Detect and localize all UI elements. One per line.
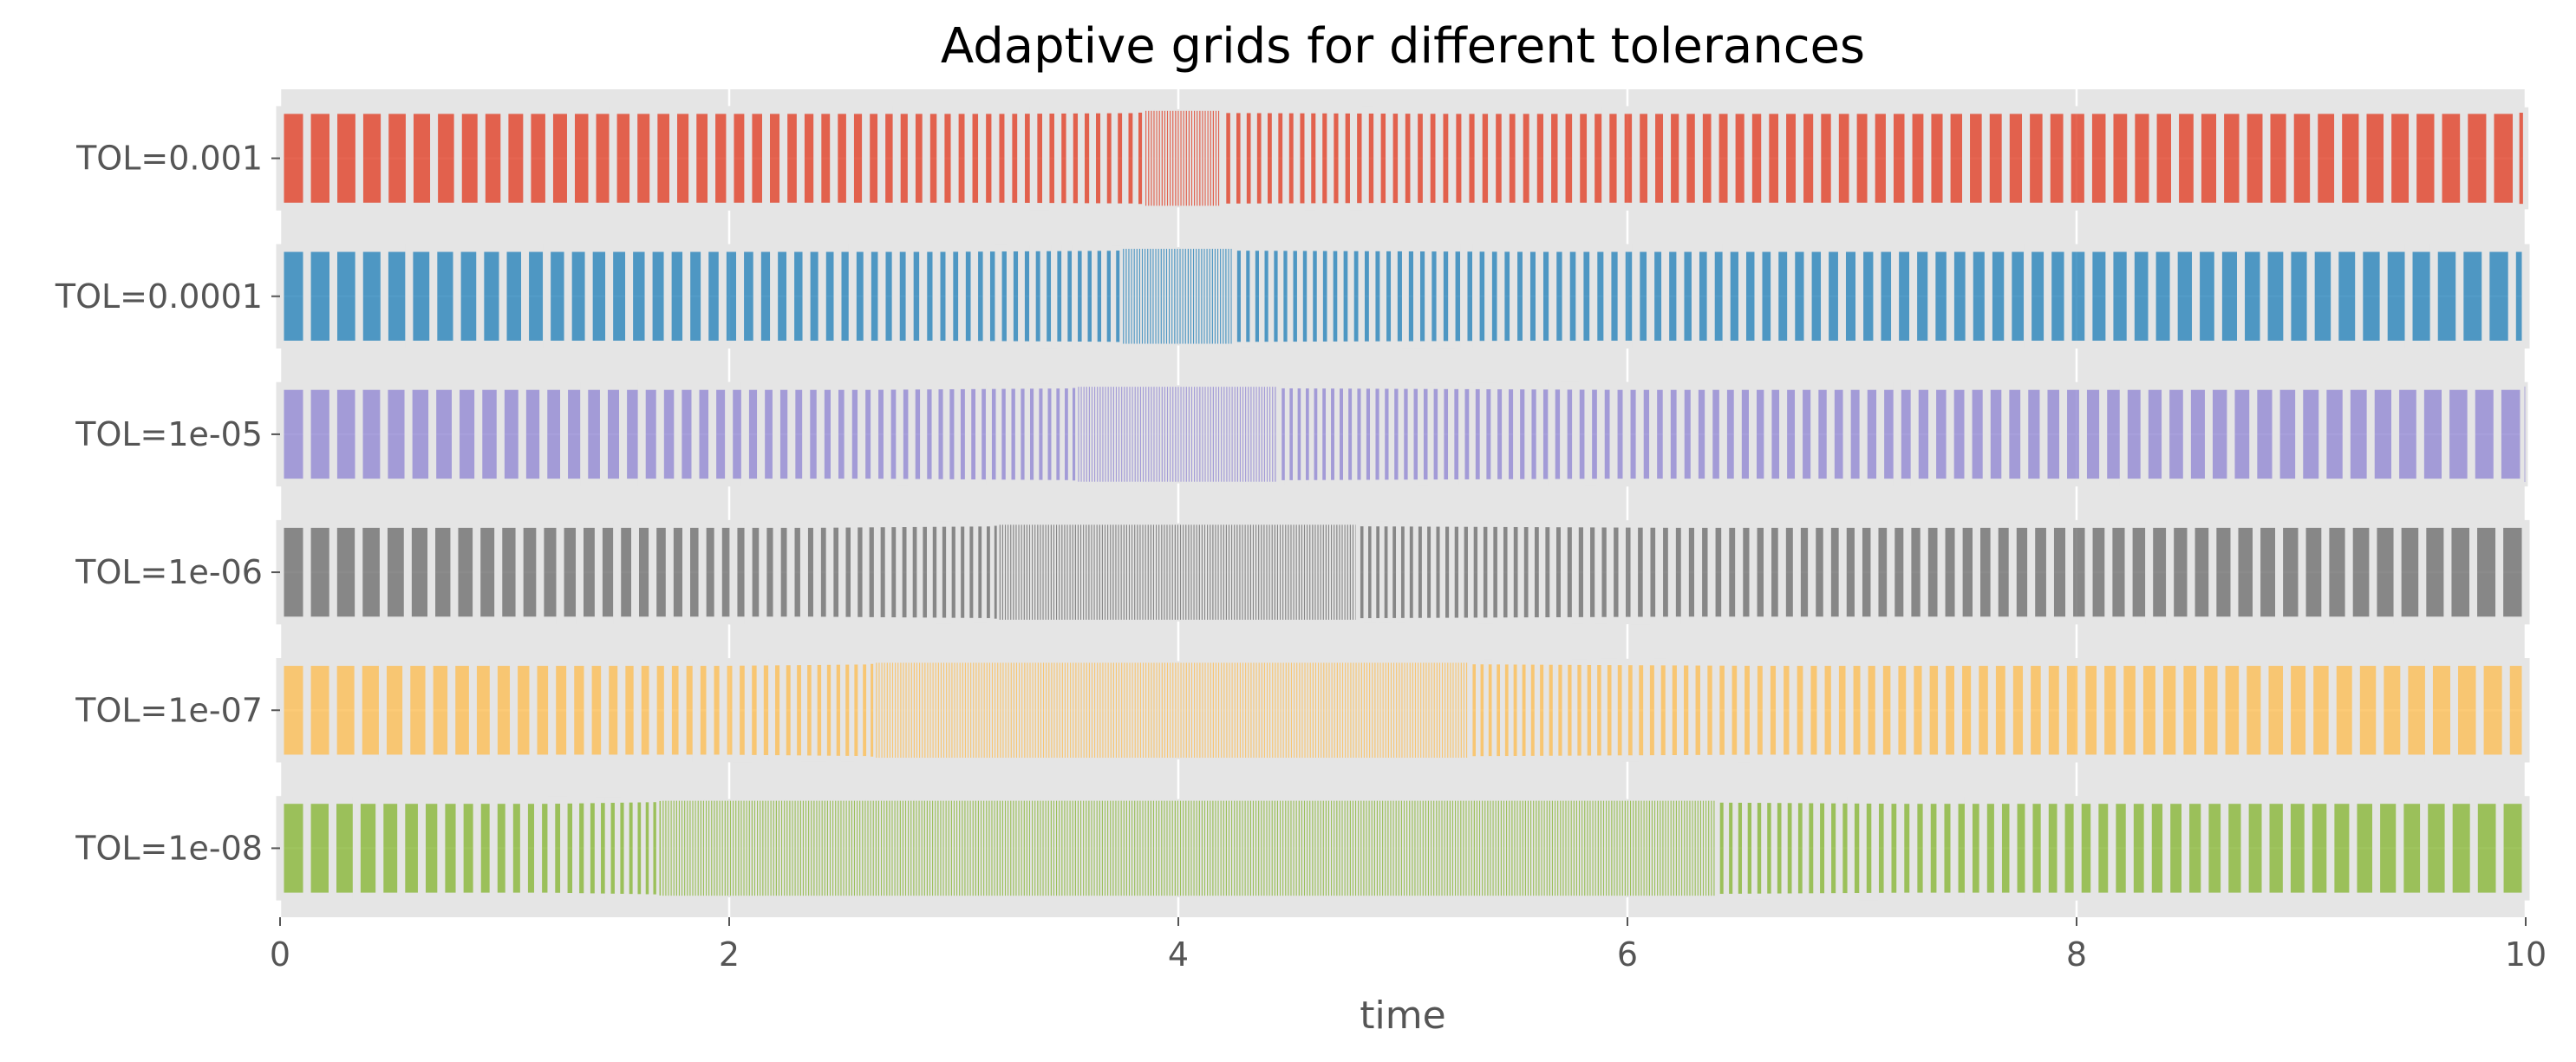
y-tick-label: TOL=1e-07 (75, 691, 263, 729)
tick-marks (271, 157, 2527, 926)
series-1 (276, 658, 2530, 763)
grid-cell-bar (303, 244, 337, 349)
grid-cell-bar (2455, 244, 2490, 349)
grid-cell-bar (354, 658, 387, 763)
y-tick-labels: TOL=1e-08 TOL=1e-07 TOL=1e-06 TOL=1e-05 TOL=… (55, 140, 263, 868)
grid-cell-bar (2486, 106, 2521, 211)
grid-cell-bar (2416, 381, 2450, 487)
x-tick-label: 10 (2505, 935, 2547, 974)
grid-cell-bar (2495, 796, 2530, 901)
y-tick-label: TOL=0.001 (75, 140, 263, 178)
y-tick-label: TOL=1e-06 (75, 553, 263, 591)
grid-cell-bar (276, 796, 311, 901)
grid-cell-bar (1111, 245, 1125, 348)
grid-cell-bar (2442, 381, 2475, 487)
grid-cell-bar (276, 244, 311, 349)
grid-cell-bar (276, 381, 311, 487)
grid-cell-bar (2393, 519, 2427, 625)
grid-cell-bar (2331, 244, 2364, 349)
grid-cell-bar (2508, 244, 2530, 349)
x-tick-label: 8 (2066, 935, 2087, 974)
x-tick-labels: 0 2 4 6 8 10 (270, 935, 2547, 974)
grid-cell-bar (2467, 381, 2501, 487)
grid-cell-bar (2321, 519, 2353, 625)
grid-cell-bar (303, 519, 337, 625)
grid-cell-bar (2450, 658, 2484, 763)
grid-cell-bar (2328, 658, 2360, 763)
x-tick-label: 6 (1617, 935, 1638, 974)
grid-cell-bar (2460, 106, 2494, 211)
grid-cell-bar (276, 658, 311, 763)
grid-cell-bar (276, 106, 311, 211)
series-2 (276, 519, 2530, 625)
grid-cell-bar (2379, 244, 2413, 349)
grid-cell-bar (329, 658, 362, 763)
series-3 (276, 381, 2528, 487)
grid-cell-bar (2372, 796, 2404, 901)
grid-cell-bar (303, 381, 337, 487)
grid-cell-bar (303, 658, 337, 763)
y-tick-label: TOL=1e-08 (75, 829, 263, 867)
grid-cell-bar (2495, 519, 2530, 625)
grid-cell-bar (2475, 658, 2510, 763)
grid-cell-bar (1132, 107, 1148, 210)
grid-cell-bar (2444, 796, 2478, 901)
grid-cell-bar (2501, 658, 2530, 763)
grid-cell-bar (2283, 244, 2315, 349)
grid-cell-bar (2262, 106, 2294, 211)
plot-background (280, 89, 2526, 917)
grid-cell-bar (2523, 385, 2527, 484)
grid-cell-bar (866, 660, 877, 761)
x-tick-label: 4 (1168, 935, 1189, 974)
grid-cell-bar (2481, 244, 2516, 349)
x-tick-label: 2 (719, 935, 740, 974)
y-tick-label: TOL=0.0001 (55, 277, 263, 316)
grid-cell-bar (380, 381, 413, 487)
grid-cell-bar (2404, 244, 2438, 349)
grid-cell-bar (405, 244, 438, 349)
grid-cell-bar (1068, 383, 1079, 485)
grid-cell-bar (303, 796, 337, 901)
series-4 (276, 244, 2530, 349)
grid-cell-bar (2514, 107, 2529, 210)
series-5 (276, 106, 2529, 211)
grid-cell-bar (329, 381, 363, 487)
x-axis-label: time (1360, 994, 1445, 1038)
grid-cell-bar (303, 106, 338, 211)
series-0 (276, 796, 2530, 901)
grid-cell-bar (276, 519, 311, 625)
grid-cell-bar (649, 798, 661, 899)
grid-cell-bar (430, 106, 462, 211)
bars-layer (276, 106, 2530, 901)
grid-cell-bar (2469, 519, 2504, 625)
x-tick-label: 0 (270, 935, 290, 974)
grid-cell-bar (379, 519, 412, 625)
grid-cell-bar (2369, 519, 2402, 625)
grid-cell-bar (2358, 106, 2392, 211)
y-tick-label: TOL=1e-05 (75, 415, 263, 453)
grid-cell-bar (990, 522, 1001, 622)
grid-cell-bar (2493, 381, 2528, 487)
chart-title: Adaptive grids for different tolerances (941, 18, 1865, 75)
